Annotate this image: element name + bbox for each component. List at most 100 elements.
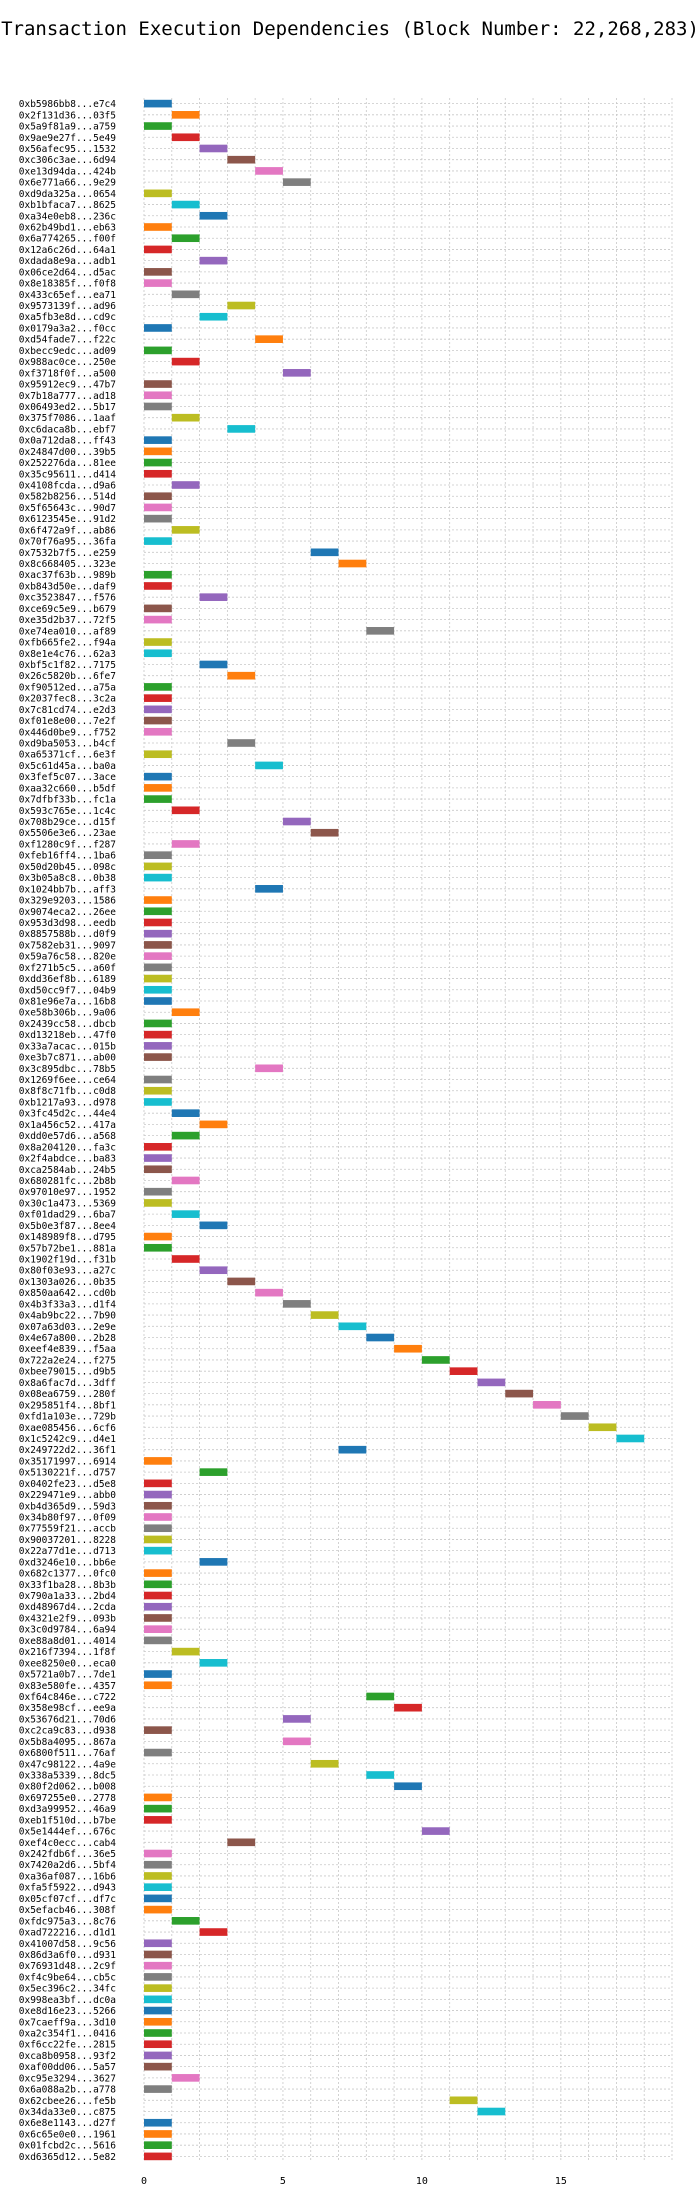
y-tick-label: 0x1303a026...0b35 [19,1277,116,1288]
bar [144,1591,172,1600]
y-tick-label: 0xf01dad29...6ba7 [19,1210,116,1221]
y-tick-label: 0x446d0be9...f752 [19,727,116,738]
bar [144,1569,172,1577]
y-tick-label: 0xa36af087...16b6 [19,1871,117,1882]
bar [310,548,339,557]
y-tick-label: 0xca2584ab...24b5 [19,1165,116,1176]
y-tick-label: 0x1902f19d...f31b [19,1255,117,1266]
y-tick-label: 0xd48967d4...2cda [19,1602,116,1613]
chart-title: Transaction Execution Dependencies (Bloc… [1,18,699,40]
bar [199,144,228,153]
x-tick-label: 15 [555,2176,567,2187]
y-tick-label: 0x7dfbf33b...fc1a [19,795,116,806]
y-tick-label: 0x5c61d45a...ba0a [19,761,116,772]
y-tick-label: 0x0402fe23...d5e8 [19,1479,117,1490]
bar [144,1457,172,1465]
y-tick-label: 0xe74ea010...af89 [19,626,117,637]
y-tick-label: 0x722a2e24...f275 [19,1355,116,1366]
bar [171,357,200,366]
bar [144,514,172,523]
y-tick-label: 0xf6cc22fe...2815 [19,2040,116,2051]
bar [144,1816,172,1824]
y-tick-label: 0xe8d16e23...5266 [19,2006,117,2017]
y-tick-label: 0x80f03e93...a27c [19,1266,116,1277]
bar [310,828,339,837]
y-tick-label: 0xca8b0958...93f2 [19,2051,116,2062]
bar [199,312,228,321]
bar [144,436,172,444]
y-tick-label: 0xf90512ed...a75a [19,682,116,693]
bar [144,1961,172,1970]
bar [144,2040,172,2049]
y-tick-label: 0x3c895dbc...78b5 [19,1064,116,1075]
bar [144,402,172,411]
y-tick-label: 0x5a9f81a9...a759 [19,122,117,133]
bar [144,727,172,736]
y-tick-label: 0xad722216...d1d1 [19,1928,117,1939]
bar [144,2062,172,2071]
bar [171,840,200,848]
y-tick-label: 0x3fef5c07...3ace [19,772,117,783]
y-tick-label: 0x8c668405...323e [19,559,117,570]
y-tick-label: 0x35c95611...d414 [19,469,117,480]
y-tick-label: 0x70f76a95...36fa [19,537,116,548]
y-tick-label: 0xf01e8e00...7e2f [19,716,116,727]
bar [144,279,172,287]
bar [144,1625,172,1633]
y-tick-label: 0x22a77d1e...d713 [19,1546,116,1557]
y-tick-label: 0xd9ba5053...b4cf [19,739,116,750]
y-tick-label: 0x56afec95...1532 [19,144,116,155]
y-tick-label: 0x01fcbd2c...5616 [19,2141,117,2152]
y-tick-label: 0xd50cc9f7...04b9 [19,985,117,996]
y-tick-label: 0x2f4abdce...ba83 [19,1154,116,1165]
bar [144,1513,172,1521]
y-tick-label: 0x9ae9e27f...5e49 [19,133,117,144]
bar [144,896,172,904]
y-tick-label: 0x7b18a777...ad18 [19,391,117,402]
bar [588,1423,617,1432]
y-tick-label: 0x33f1ba28...8b3b [19,1580,117,1591]
bar [144,1894,172,1903]
bar [144,2006,172,2015]
y-tick-label: 0xaa32c660...b5df [19,783,116,794]
y-tick-label: 0x5e1444ef...676c [19,1827,116,1838]
y-tick-label: 0x6123545e...91d2 [19,514,116,525]
bar [144,324,172,332]
bar [171,2074,200,2082]
bar [171,1008,200,1017]
bar [144,1479,172,1488]
bar [338,1445,367,1454]
y-tick-label: 0xbee79015...d9b5 [19,1367,116,1378]
y-tick-label: 0x7420a2d6...5bf4 [19,1860,117,1871]
y-tick-label: 0x41007d58...9c56 [19,1939,117,1950]
y-tick-label: 0x249722d2...36f1 [19,1445,117,1456]
y-tick-label: 0x05cf07cf...df7c [19,1894,116,1905]
y-tick-label: 0x5506e3e6...23ae [19,828,117,839]
y-tick-label: 0xfb665fe2...f94a [19,638,116,649]
bar [144,1849,172,1858]
bar [366,627,395,635]
y-tick-label: 0xbf5c1f82...7175 [19,660,116,671]
y-tick-label: 0x7c81cd74...e2d3 [19,705,116,716]
bar [144,1681,172,1690]
y-tick-label: 0x90037201...8228 [19,1535,117,1546]
bar [144,2029,172,2037]
bar [144,795,172,803]
y-tick-label: 0x35171997...6914 [19,1456,117,1467]
bar [144,346,172,355]
y-tick-label: 0xe58b306b...9a06 [19,1008,117,1019]
bar [144,705,172,714]
bar [366,1333,395,1342]
bar [144,1905,172,1914]
bar [144,1984,172,1992]
y-tick-label: 0x329e9203...1586 [19,896,117,907]
y-tick-label: 0x8e1e4c76...62a3 [19,649,116,660]
y-tick-label: 0xc95e3294...3627 [19,2073,116,2084]
y-tick-label: 0x3b05a8c8...0b38 [19,873,117,884]
bar [144,1154,172,1162]
y-tick-label: 0x4e67a800...2b28 [19,1333,117,1344]
bar [171,111,200,119]
y-tick-label: 0xe35d2b37...72f5 [19,615,116,626]
y-tick-label: 0x6c65e0e0...1961 [19,2129,117,2140]
bar [144,1670,172,1678]
